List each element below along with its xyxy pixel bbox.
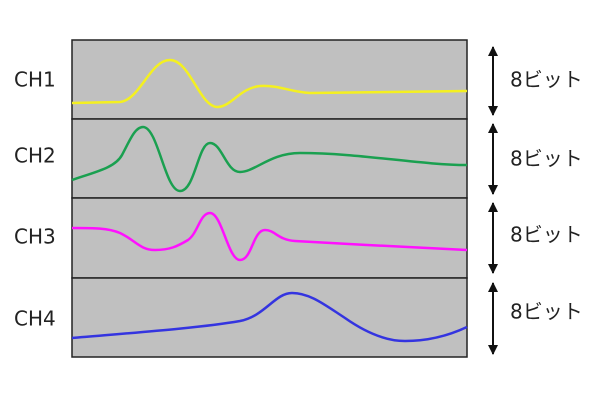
waveform [71,125,468,193]
channel-label: CH4 [14,307,56,331]
channel-label: CH2 [14,144,56,168]
channel-label: CH3 [14,225,56,249]
channel-label: CH1 [14,68,56,92]
waveform [71,58,468,109]
panel [71,197,468,279]
waveform [71,211,468,262]
bit-label: 8ビット [510,147,583,171]
bit-label: 8ビット [510,68,583,92]
panel [71,39,468,120]
bit-label: 8ビット [510,300,583,324]
panel [71,277,468,358]
panel [71,118,468,199]
waveform [71,291,468,343]
panels [71,39,468,358]
bit-label: 8ビット [510,223,583,247]
